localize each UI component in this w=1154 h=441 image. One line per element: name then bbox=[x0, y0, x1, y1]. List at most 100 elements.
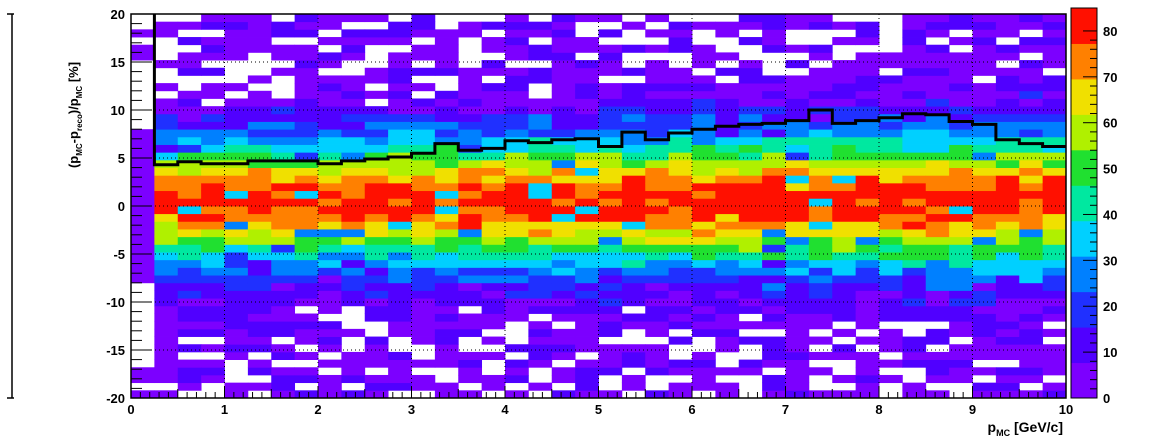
heatmap-cell bbox=[1019, 14, 1044, 23]
heatmap-cell bbox=[318, 106, 342, 115]
heatmap-cell bbox=[224, 290, 249, 299]
heatmap-cell bbox=[645, 29, 670, 38]
heatmap-cell bbox=[154, 175, 179, 184]
heatmap-cell bbox=[738, 259, 763, 268]
heatmap-cell bbox=[879, 229, 903, 238]
heatmap-cell bbox=[247, 44, 272, 53]
heatmap-cell bbox=[505, 236, 529, 245]
heatmap-cell bbox=[715, 182, 740, 192]
heatmap-cell bbox=[762, 351, 786, 360]
heatmap-cell bbox=[131, 229, 155, 238]
heatmap-cell bbox=[855, 67, 880, 76]
heatmap-cell bbox=[575, 67, 599, 76]
heatmap-cell bbox=[925, 90, 950, 99]
heatmap-cell bbox=[715, 382, 740, 391]
heatmap-cell bbox=[762, 175, 786, 184]
heatmap-cell bbox=[271, 275, 296, 284]
heatmap-cell bbox=[762, 282, 786, 291]
heatmap-cell bbox=[598, 152, 623, 161]
heatmap-cell bbox=[879, 182, 903, 192]
heatmap-cell bbox=[528, 344, 553, 353]
heatmap-cell bbox=[294, 321, 319, 330]
heatmap-cell bbox=[949, 14, 973, 23]
heatmap-cell bbox=[551, 37, 576, 46]
heatmap-cell bbox=[832, 298, 857, 307]
heatmap-cell bbox=[341, 282, 366, 291]
heatmap-cell bbox=[481, 21, 506, 30]
heatmap-cell bbox=[879, 374, 903, 384]
heatmap-cell bbox=[738, 198, 763, 207]
heatmap-cell bbox=[224, 190, 249, 199]
heatmap-cell bbox=[692, 374, 716, 384]
heatmap-cell bbox=[294, 129, 319, 138]
heatmap-cell bbox=[434, 221, 459, 230]
heatmap-cell bbox=[995, 259, 1020, 268]
x-tick-label: 5 bbox=[595, 402, 602, 417]
heatmap-cell bbox=[785, 90, 810, 99]
heatmap-cell bbox=[154, 267, 179, 276]
heatmap-cell bbox=[949, 359, 973, 368]
heatmap-cell bbox=[271, 390, 296, 399]
heatmap-cell bbox=[692, 90, 716, 99]
heatmap-cell bbox=[949, 106, 973, 115]
heatmap-cell bbox=[341, 190, 366, 199]
heatmap-cell bbox=[364, 121, 389, 130]
heatmap-cell bbox=[294, 83, 319, 92]
heatmap-cell bbox=[925, 244, 950, 253]
heatmap-cell bbox=[411, 136, 436, 145]
heatmap-cell bbox=[551, 21, 576, 30]
heatmap-cell bbox=[1042, 175, 1067, 184]
heatmap-cell bbox=[318, 259, 342, 268]
heatmap-cell bbox=[364, 374, 389, 384]
heatmap-cell bbox=[995, 90, 1020, 99]
heatmap-cell bbox=[879, 90, 903, 99]
heatmap-cell bbox=[902, 182, 927, 192]
heatmap-cell bbox=[972, 282, 997, 291]
heatmap-cell bbox=[645, 198, 670, 207]
heatmap-cell bbox=[785, 336, 810, 345]
x-tick-label: 7 bbox=[782, 402, 789, 417]
heatmap-cell bbox=[318, 83, 342, 92]
heatmap-cell bbox=[715, 305, 740, 314]
heatmap-cell bbox=[738, 136, 763, 145]
heatmap-cell bbox=[832, 136, 857, 145]
heatmap-cell bbox=[458, 282, 483, 291]
heatmap-cell bbox=[294, 390, 319, 399]
heatmap-cell bbox=[715, 29, 740, 38]
heatmap-cell bbox=[201, 344, 225, 353]
heatmap-cell bbox=[855, 29, 880, 38]
heatmap-cell bbox=[411, 167, 436, 176]
heatmap-cell bbox=[808, 52, 833, 61]
heatmap-cell bbox=[271, 374, 296, 384]
heatmap-cell bbox=[364, 313, 389, 322]
heatmap-cell bbox=[201, 290, 225, 299]
heatmap-cell bbox=[177, 275, 202, 284]
heatmap-cell bbox=[598, 229, 623, 238]
heatmap-cell bbox=[598, 359, 623, 368]
heatmap-cell bbox=[551, 206, 576, 215]
heatmap-cell bbox=[1042, 313, 1067, 322]
heatmap-cell bbox=[434, 328, 459, 337]
heatmap-cell bbox=[1019, 275, 1044, 284]
heatmap-cell bbox=[808, 136, 833, 145]
heatmap-cell bbox=[388, 328, 412, 337]
heatmap-cell bbox=[645, 213, 670, 222]
heatmap-cell bbox=[1019, 206, 1044, 215]
heatmap-cell bbox=[645, 190, 670, 199]
heatmap-cell bbox=[388, 113, 412, 122]
heatmap-cell bbox=[715, 252, 740, 261]
heatmap-cell bbox=[715, 167, 740, 176]
heatmap-cell bbox=[575, 305, 599, 314]
heatmap-cell bbox=[692, 175, 716, 184]
heatmap-cell bbox=[995, 351, 1020, 360]
heatmap-cell bbox=[692, 60, 716, 69]
heatmap-cell bbox=[318, 182, 342, 192]
heatmap-cell bbox=[247, 290, 272, 299]
heatmap-cell bbox=[1019, 136, 1044, 145]
heatmap-cell bbox=[995, 113, 1020, 122]
heatmap-cell bbox=[855, 382, 880, 391]
heatmap-cell bbox=[692, 259, 716, 268]
heatmap-cell bbox=[388, 167, 412, 176]
heatmap-cell bbox=[434, 44, 459, 53]
heatmap-cell bbox=[177, 90, 202, 99]
